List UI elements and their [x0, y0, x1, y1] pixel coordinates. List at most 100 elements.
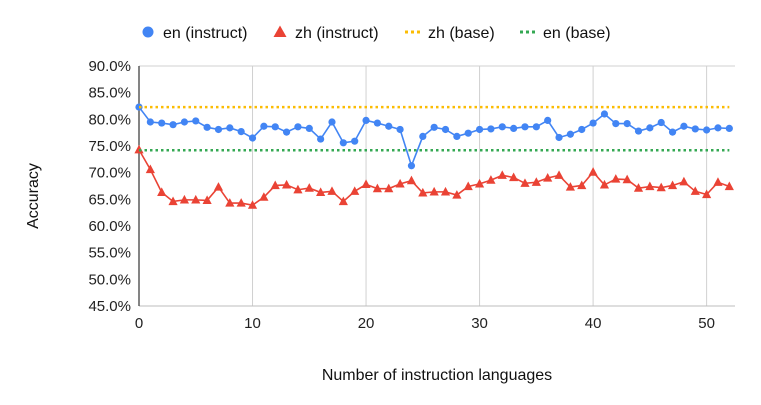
data-point: [362, 116, 370, 124]
data-point: [202, 195, 212, 204]
data-point: [679, 176, 689, 186]
legend-label: en (instruct): [163, 25, 247, 42]
data-point: [247, 200, 258, 209]
data-point: [384, 183, 394, 193]
data-point: [259, 192, 269, 201]
data-point: [566, 130, 574, 138]
data-point: [521, 123, 529, 131]
data-point: [554, 170, 564, 179]
data-point: [703, 126, 711, 134]
data-point: [691, 125, 699, 133]
y-tick-label: 65.0%: [88, 191, 131, 208]
legend-item: en (instruct): [142, 25, 247, 42]
data-point: [282, 128, 291, 136]
y-tick-label: 45.0%: [88, 298, 131, 315]
data-point: [406, 175, 417, 185]
y-tick-label: 75.0%: [88, 138, 131, 155]
data-point: [145, 164, 155, 174]
legend-marker: [142, 26, 154, 38]
data-point: [418, 187, 428, 197]
data-point: [226, 124, 234, 132]
x-tick-label: 40: [585, 315, 602, 332]
series-line: [138, 149, 730, 207]
legend-item: zh (instruct): [273, 25, 379, 42]
data-point: [622, 174, 632, 184]
data-point: [487, 125, 495, 133]
data-point: [157, 187, 167, 196]
data-point: [667, 180, 678, 190]
data-point: [158, 119, 166, 127]
data-point: [407, 162, 416, 170]
data-point: [463, 181, 473, 191]
legend-label: zh (base): [428, 25, 495, 42]
data-point: [725, 124, 733, 132]
data-point: [690, 186, 700, 195]
series-en-instruct-: [135, 103, 733, 170]
data-point: [475, 125, 484, 134]
y-tick-label: 90.0%: [88, 58, 131, 75]
data-point: [645, 181, 655, 191]
data-point: [543, 173, 553, 182]
x-tick-label: 20: [358, 315, 375, 332]
legend: en (instruct) zh (instruct) zh (base) en (b…: [142, 25, 611, 42]
legend-item: zh (base): [405, 25, 495, 42]
data-point: [441, 125, 450, 134]
data-point: [316, 187, 326, 196]
data-point: [565, 182, 575, 191]
data-point: [531, 177, 541, 186]
data-point: [419, 132, 427, 140]
legend-item: en (base): [520, 25, 611, 42]
data-point: [702, 189, 712, 199]
data-point: [225, 198, 235, 207]
data-point: [532, 123, 540, 131]
y-tick-label: 50.0%: [88, 271, 131, 288]
data-point: [724, 181, 734, 191]
data-point: [600, 110, 609, 118]
data-point: [680, 122, 688, 130]
series-layer: [134, 103, 734, 209]
data-point: [396, 125, 404, 134]
data-point: [351, 137, 359, 145]
data-point: [168, 196, 178, 206]
data-point: [714, 124, 722, 132]
y-tick-label: 85.0%: [88, 85, 131, 102]
data-point: [361, 179, 371, 188]
data-point: [578, 125, 586, 134]
data-point: [327, 186, 337, 195]
legend-label: zh (instruct): [295, 25, 379, 42]
data-point: [453, 132, 461, 140]
data-point: [464, 129, 472, 137]
x-tick-label: 10: [244, 315, 261, 332]
y-tick-label: 60.0%: [88, 218, 131, 235]
data-point: [294, 123, 302, 131]
data-point: [634, 127, 643, 135]
data-point: [385, 122, 393, 130]
x-axis-label: Number of instruction languages: [322, 367, 552, 384]
data-point: [260, 122, 268, 130]
data-point: [236, 198, 246, 207]
data-point: [304, 183, 314, 192]
data-point: [440, 186, 451, 196]
x-tick-label: 0: [135, 315, 143, 332]
data-point: [271, 123, 279, 131]
y-tick-label: 80.0%: [88, 111, 131, 128]
data-point: [474, 178, 485, 188]
data-point: [317, 135, 325, 143]
data-point: [169, 121, 177, 129]
data-point: [395, 178, 405, 188]
series-line: [138, 106, 730, 169]
data-point: [452, 190, 462, 199]
data-point: [633, 183, 644, 192]
data-point: [191, 194, 201, 204]
data-point: [509, 172, 519, 182]
data-point: [350, 186, 360, 195]
data-point: [429, 186, 439, 196]
data-point: [486, 175, 496, 184]
data-point: [520, 178, 530, 187]
data-point: [555, 133, 563, 142]
data-point: [588, 167, 598, 176]
data-point: [612, 120, 620, 128]
data-point: [373, 119, 381, 127]
data-point: [180, 118, 189, 126]
